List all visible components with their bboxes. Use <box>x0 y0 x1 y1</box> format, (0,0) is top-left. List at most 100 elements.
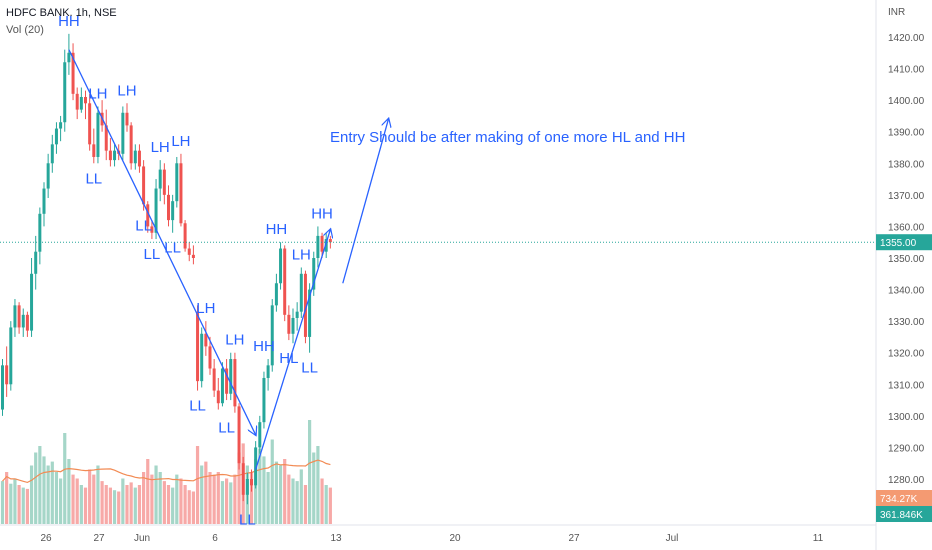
price-tick-label: 1390.00 <box>888 128 925 139</box>
candle-body <box>196 311 200 382</box>
candle-body <box>125 112 129 126</box>
candle-body <box>245 479 249 495</box>
candle <box>79 87 83 113</box>
candle-body <box>233 359 237 407</box>
candle-body <box>291 317 295 334</box>
candle-body <box>50 144 54 164</box>
volume-bar <box>50 461 54 524</box>
volume-bar <box>88 469 92 524</box>
volume-bar <box>200 465 204 524</box>
swing-label: LL <box>239 511 256 528</box>
candle <box>150 220 154 240</box>
volume-bar <box>21 487 25 524</box>
volume-bar <box>100 481 104 524</box>
price-tick-label: 1320.00 <box>888 349 925 360</box>
volume-bar <box>216 472 220 524</box>
candle-body <box>121 112 125 154</box>
candle <box>46 153 50 199</box>
price-tick-label: 1380.00 <box>888 159 925 170</box>
candle-body <box>5 365 9 385</box>
volume-value-label: 361.846K <box>880 510 923 521</box>
candle-body <box>113 150 117 161</box>
candle <box>50 134 54 173</box>
candle-body <box>96 112 100 157</box>
candle-body <box>88 103 92 145</box>
candle <box>254 441 258 489</box>
candle-body <box>308 289 312 337</box>
volume-bar <box>233 474 237 524</box>
candle-body <box>200 333 204 382</box>
candle <box>241 456 245 502</box>
swing-label: LL <box>164 240 181 257</box>
candle-body <box>287 314 291 334</box>
candle <box>200 327 204 388</box>
volume-bar <box>249 472 254 524</box>
candle-body <box>283 248 287 315</box>
candle-body <box>108 150 112 161</box>
candle <box>316 226 320 268</box>
currency-label: INR <box>888 7 905 18</box>
candle <box>162 163 166 205</box>
candle-body <box>154 188 158 233</box>
candle <box>54 122 58 154</box>
volume-bar <box>117 491 121 524</box>
time-tick-label: 6 <box>212 533 218 544</box>
volume-bar <box>312 452 316 524</box>
volume-bar <box>9 483 13 524</box>
volume-bar <box>42 456 46 524</box>
volume-bar <box>225 478 229 524</box>
candle <box>59 115 63 142</box>
candle-body <box>146 204 150 227</box>
candle <box>104 109 108 161</box>
candle-body <box>133 150 137 164</box>
volume-value-label: 734.27K <box>880 494 918 505</box>
volume-bar <box>83 487 88 524</box>
price-tick-label: 1420.00 <box>888 33 925 44</box>
swing-label: LL <box>135 218 152 235</box>
volume-ma-line <box>2 459 331 484</box>
time-tick-label: 27 <box>93 533 105 544</box>
candle <box>233 352 237 413</box>
candle <box>13 299 17 337</box>
candle-body <box>46 163 50 189</box>
candle-body <box>129 125 133 164</box>
candle <box>312 251 316 296</box>
candle <box>320 232 324 258</box>
candle <box>283 245 287 322</box>
volume-bar <box>287 474 291 524</box>
volume-bar <box>75 478 79 524</box>
volume-bar <box>274 461 278 524</box>
swing-label: LH <box>196 300 215 317</box>
volume-bar <box>266 472 270 524</box>
swing-label: LH <box>151 139 170 156</box>
volume-bar <box>179 478 183 524</box>
candle-body <box>229 359 233 394</box>
volume-bar <box>112 490 117 524</box>
time-tick-label: 26 <box>40 533 52 544</box>
candle <box>67 33 71 75</box>
candle-body <box>171 201 175 221</box>
candle-body <box>270 305 274 366</box>
candle <box>279 242 283 290</box>
time-tick-label: 11 <box>813 533 824 544</box>
time-tick-label: 20 <box>449 533 461 544</box>
price-tick-label: 1400.00 <box>888 96 925 107</box>
candle-body <box>204 333 208 347</box>
candle <box>108 138 112 167</box>
candle <box>220 362 224 407</box>
candle-body <box>279 248 283 284</box>
candle <box>1 359 4 416</box>
candle <box>196 305 200 391</box>
candle-body <box>266 365 270 378</box>
volume-bar <box>278 465 283 524</box>
price-tick-label: 1310.00 <box>888 380 925 391</box>
volume-bar <box>34 452 38 524</box>
candle-body <box>208 346 212 369</box>
volume-bar <box>125 485 129 524</box>
volume-bar <box>0 481 5 524</box>
candle <box>63 49 67 132</box>
candle-body <box>183 223 187 249</box>
candle-body <box>34 251 38 274</box>
candle-body <box>274 283 278 306</box>
